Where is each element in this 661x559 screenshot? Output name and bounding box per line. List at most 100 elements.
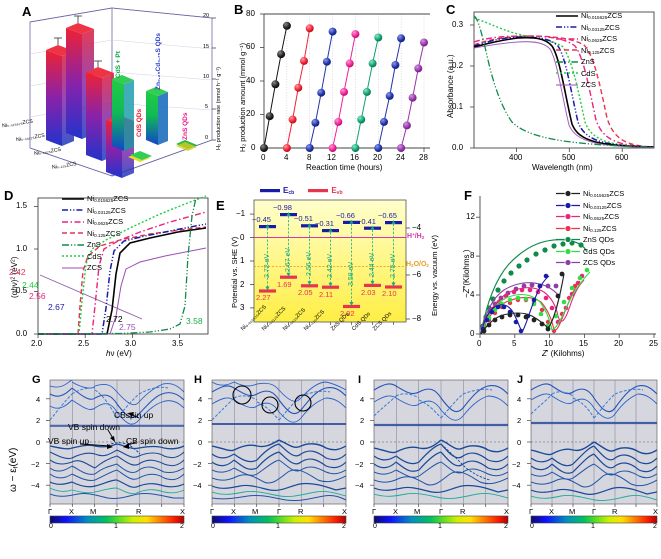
panel-j-ytick-2: 2 xyxy=(517,416,522,425)
panel-e-ytick-m1: −1 xyxy=(236,209,246,218)
panel-i-label: I xyxy=(358,374,362,386)
legend-item: Ni0.015625ZCS xyxy=(556,188,624,200)
panel-e-gap-6: 2.75 eV xyxy=(390,253,397,278)
panel-h-colorbar-tick-0: 0 xyxy=(211,523,215,530)
legend-label: Ni0.03125ZCS xyxy=(581,22,620,32)
legend-line-swatch xyxy=(556,72,578,74)
panel-h-ytick-0: 0 xyxy=(198,438,203,447)
panel-g-kpoint-2: M xyxy=(90,507,97,516)
panel-e-gap-4: 3.58 eV xyxy=(348,261,355,286)
panel-d-ytick-05: 0.5 xyxy=(16,286,28,295)
legend-label: Ni0.03125ZCS xyxy=(583,200,622,210)
panel-j-colorbar-tick-0: 0 xyxy=(530,523,534,530)
legend-label: ZnS xyxy=(581,57,595,67)
panel-d-annotation-272: 2.72 xyxy=(106,314,123,324)
legend-item: Ni0.0625ZCS xyxy=(556,33,622,45)
panel-e-redox-label-h: H+/H2 xyxy=(407,232,425,241)
panel-g-kpoint-0: Γ xyxy=(48,507,53,516)
panel-h-kpoint-2: M xyxy=(252,507,259,516)
panel-d-annotation-256: 2.56 xyxy=(29,291,46,301)
panel-j-band-structure xyxy=(527,379,658,524)
legend-item: Ni0.03125ZCS xyxy=(62,205,128,217)
panel-f-xtick-5: 5 xyxy=(512,339,517,348)
panel-b-xtick-12: 12 xyxy=(327,153,336,162)
panel-e-cb-value-4: −0.66 xyxy=(336,211,355,220)
panel-a-ztick-5: 5 xyxy=(205,104,209,110)
panel-b-ytick-0: 0 xyxy=(251,143,256,152)
panel-e: E Ecb Evb xyxy=(214,186,439,372)
panel-i-colorbar-tick-1: 1 xyxy=(438,523,442,530)
panel-i: I xyxy=(346,374,510,559)
panel-e-band-position-chart xyxy=(250,199,410,325)
legend-line-swatch xyxy=(62,232,84,234)
legend-item: Ni0.03125ZCS xyxy=(556,22,622,34)
legend-item: ZnS xyxy=(62,239,128,251)
panel-i-colorbar-tick-2: 2 xyxy=(504,523,508,530)
legend-line-swatch xyxy=(556,49,578,51)
legend-item: ZCS QDs xyxy=(556,257,624,269)
legend-item: Ni0.015625ZCS xyxy=(556,10,622,22)
panel-f-xtick-15: 15 xyxy=(579,339,588,348)
panel-e-cb-value-3: −0.31 xyxy=(315,219,334,228)
panel-f-yaxis-title: −Z″(Kilohms ) xyxy=(462,249,471,298)
panel-g-ytick-m4: −4 xyxy=(31,481,40,490)
panel-b: B xyxy=(218,0,432,186)
panel-g-colorbar-tick-1: 1 xyxy=(114,523,118,530)
panel-e-cb-value-6: −0.65 xyxy=(378,211,397,220)
panel-g-band-structure xyxy=(46,379,185,524)
panel-h-kpoint-4: R xyxy=(298,507,304,516)
panel-c-xtick-500: 500 xyxy=(562,153,576,162)
legend-line-swatch xyxy=(62,197,84,200)
panel-a-series-cds-qds: CdS QDs xyxy=(136,108,143,137)
panel-a-series-zncds-qds: Zn₀.₂₅Cd₀.₇₅S QDs xyxy=(155,32,162,90)
panel-h-kpoint-5: X xyxy=(342,507,348,516)
panel-d-xtick-30: 3.0 xyxy=(125,339,137,348)
panel-h-kpoint-1: X xyxy=(231,507,237,516)
panel-h-colorbar-tick-1: 1 xyxy=(276,523,280,530)
legend-item: Ni0.125ZCS xyxy=(556,45,622,57)
panel-d-annotation-242: 2.42 xyxy=(9,267,26,277)
legend-item: CdS xyxy=(556,68,622,80)
legend-label: ZCS xyxy=(581,80,596,90)
panel-e-gap-2: 2.56 eV xyxy=(306,251,313,276)
legend-line-swatch xyxy=(62,209,84,211)
panel-e-right-tick-m8: −8 xyxy=(412,314,422,323)
panel-h-ytick-4: 4 xyxy=(198,395,203,404)
legend-marker-swatch xyxy=(556,247,580,255)
panel-e-ytick-3: 3 xyxy=(240,303,245,312)
legend-item: ZnS QDs xyxy=(556,234,624,246)
panel-b-xtick-8: 8 xyxy=(307,153,312,162)
panel-e-redox-label-o: H2O/O2 xyxy=(406,261,429,268)
legend-marker-swatch xyxy=(556,236,580,244)
panel-f: F xyxy=(434,186,661,372)
panel-h-kpoint-0: Γ xyxy=(210,507,215,516)
panel-a-ztick-10: 10 xyxy=(203,74,210,80)
panel-b-ytick-40: 40 xyxy=(246,76,255,85)
panel-f-xtick-10: 10 xyxy=(544,339,553,348)
panel-c-label: C xyxy=(446,2,456,17)
panel-f-xtick-25: 25 xyxy=(649,339,658,348)
legend-label: Ni0.0625ZCS xyxy=(581,34,618,44)
panel-e-cb-value-5: −0.41 xyxy=(357,217,376,226)
panel-c-yaxis-title: Absorbance (a.u.) xyxy=(446,54,455,118)
legend-label: CdS xyxy=(581,68,596,78)
panel-h-ytick-2: 2 xyxy=(198,416,203,425)
panel-e-vb-value-0: 2.27 xyxy=(256,293,271,302)
legend-item: ZnS xyxy=(556,56,622,68)
panel-i-ytick-m2: −2 xyxy=(355,460,364,469)
legend-item: Ni0.125ZCS xyxy=(556,223,624,235)
panel-g-kpoint-4: R xyxy=(136,507,142,516)
panel-c-xtick-600: 600 xyxy=(615,153,629,162)
legend-label: Ni0.125ZCS xyxy=(581,45,615,55)
panel-e-gap-5: 2.44 eV xyxy=(369,252,376,277)
legend-item: Ni0.015625ZCS xyxy=(62,193,128,205)
panel-h-colorbar-tick-2: 2 xyxy=(342,523,346,530)
panel-f-ytick-12: 12 xyxy=(466,212,475,221)
panel-e-vb-value-4: 2.92 xyxy=(340,309,355,318)
panel-e-vb-value-6: 2.10 xyxy=(382,289,397,298)
legend-marker-swatch xyxy=(556,224,580,232)
legend-line-swatch xyxy=(556,26,578,28)
panel-d-ytick-15: 1.5 xyxy=(16,201,28,210)
panel-b-xtick-0: 0 xyxy=(261,153,266,162)
panel-h-label: H xyxy=(194,374,202,386)
